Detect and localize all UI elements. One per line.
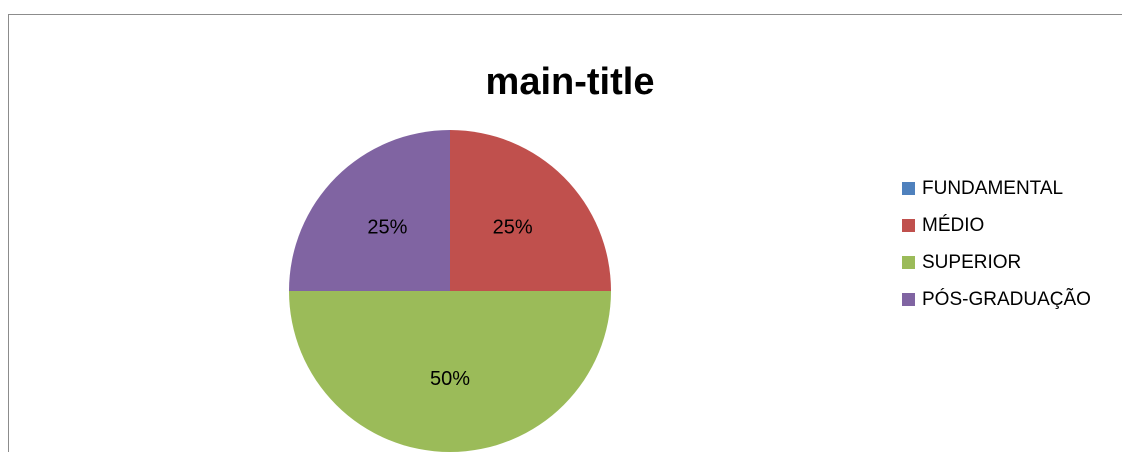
legend-item: FUNDAMENTAL — [902, 170, 1117, 207]
chart-frame — [8, 14, 1122, 452]
slice-label-4: 25% — [367, 217, 407, 239]
legend-item: SUPERIOR — [902, 244, 1117, 281]
slice-label-2: 25% — [493, 217, 533, 239]
legend-label: PÓS-GRADUAÇÃO — [922, 288, 1091, 310]
legend-item: MÉDIO — [902, 207, 1117, 244]
legend-swatch — [902, 256, 915, 269]
pie-slice-2 — [450, 130, 611, 291]
legend-label: SUPERIOR — [922, 251, 1022, 273]
legend-swatch — [902, 182, 915, 195]
legend-label: MÉDIO — [922, 214, 985, 236]
legend-swatch — [902, 293, 915, 306]
pie-slice-4 — [289, 130, 450, 291]
legend-label: FUNDAMENTAL — [922, 177, 1064, 199]
pie-slice-3 — [289, 291, 611, 452]
legend: FUNDAMENTAL MÉDIO SUPERIOR PÓS-GRADUAÇÃO — [902, 170, 1117, 318]
legend-item: PÓS-GRADUAÇÃO — [902, 281, 1117, 318]
slice-label-3: 50% — [430, 368, 470, 390]
legend-swatch — [902, 219, 915, 232]
chart-title: main-title — [485, 61, 655, 103]
